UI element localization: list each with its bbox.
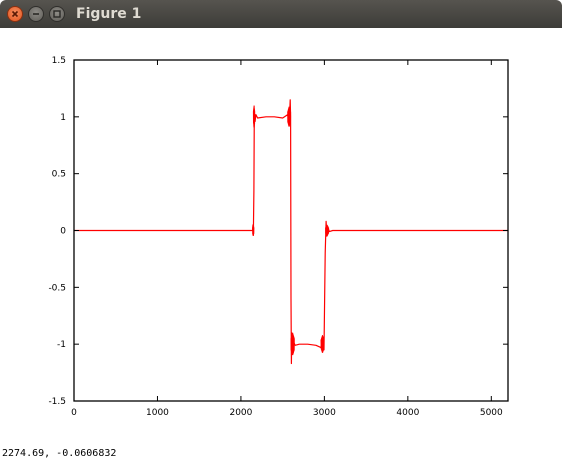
y-tick-label: 0 bbox=[60, 227, 66, 237]
y-tick-label: 1 bbox=[60, 113, 66, 123]
x-tick-label: 4000 bbox=[396, 408, 419, 418]
plot-canvas[interactable]: 0 1000 2000 3000 4000 5000 1.5 1 0.5 0 -0.5 -1 -1.5 bbox=[0, 28, 562, 444]
ringing-band-3 bbox=[320, 335, 325, 353]
minimize-icon bbox=[33, 13, 39, 15]
window-title: Figure 1 bbox=[76, 6, 142, 22]
ringing-band-2 bbox=[290, 332, 295, 356]
y-tick-label: 0.5 bbox=[52, 170, 66, 180]
x-tick-label: 0 bbox=[71, 408, 77, 418]
x-tick-label: 2000 bbox=[229, 408, 252, 418]
series-line-0 bbox=[74, 99, 508, 365]
minimize-window-button[interactable] bbox=[28, 6, 44, 22]
tick-layer: 0 1000 2000 3000 4000 5000 1.5 1 0.5 0 -0.5 -1 -1.5 bbox=[48, 56, 508, 418]
ringing-band-1 bbox=[287, 106, 292, 127]
ringing-band-5 bbox=[325, 224, 330, 237]
line-chart: 0 1000 2000 3000 4000 5000 1.5 1 0.5 0 -0.5 -1 -1.5 bbox=[48, 56, 509, 418]
x-tick-label: 3000 bbox=[313, 408, 336, 418]
y-tick-label: 1.5 bbox=[52, 56, 66, 66]
trace-layer bbox=[74, 99, 508, 365]
close-icon bbox=[11, 10, 19, 18]
x-tick-label: 1000 bbox=[146, 408, 169, 418]
ringing-band-0 bbox=[252, 105, 256, 128]
y-tick-label: -1.5 bbox=[48, 397, 66, 407]
x-tick-label: 5000 bbox=[480, 408, 503, 418]
maximize-icon bbox=[53, 10, 61, 18]
cursor-coordinates: 2274.69, -0.0606832 bbox=[2, 448, 117, 459]
status-bar: 2274.69, -0.0606832 bbox=[0, 444, 562, 462]
maximize-window-button[interactable] bbox=[49, 6, 65, 22]
close-window-button[interactable] bbox=[7, 6, 23, 22]
y-tick-label: -0.5 bbox=[48, 283, 66, 293]
ringing-band-4 bbox=[252, 224, 255, 237]
y-tick-label: -1 bbox=[57, 340, 66, 350]
title-bar: Figure 1 bbox=[0, 0, 562, 28]
